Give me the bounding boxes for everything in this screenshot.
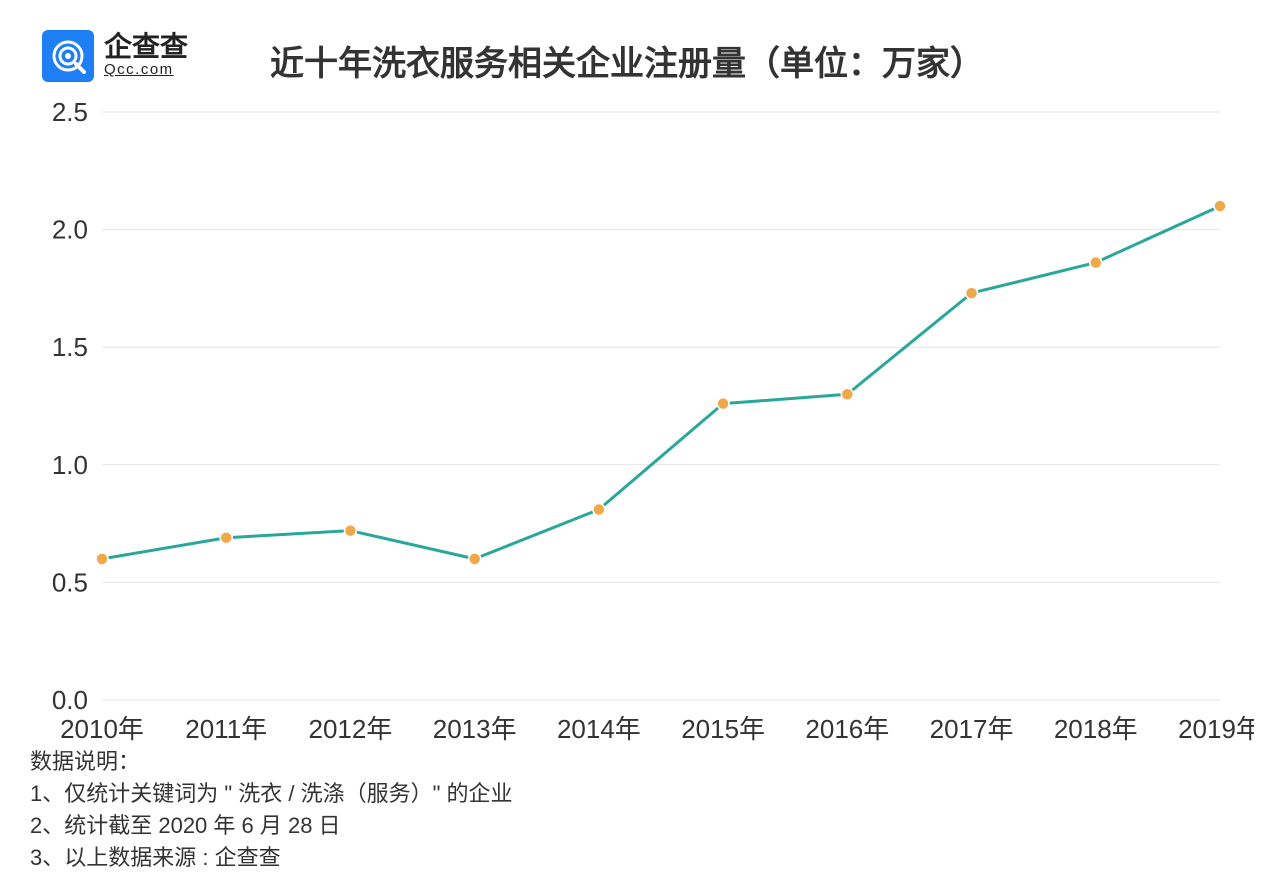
x-tick-label: 2014年 bbox=[557, 714, 641, 744]
data-point bbox=[717, 398, 729, 410]
x-tick-label: 2011年 bbox=[185, 714, 267, 744]
x-tick-label: 2013年 bbox=[433, 714, 517, 744]
data-point bbox=[1214, 200, 1226, 212]
logo-glyph-icon bbox=[50, 38, 86, 74]
notes-line-3: 3、以上数据来源 : 企查查 bbox=[30, 842, 513, 874]
notes-line-1: 1、仅统计关键词为 " 洗衣 / 洗涤（服务）" 的企业 bbox=[30, 778, 513, 810]
brand-logo: 企查查 Qcc.com bbox=[42, 26, 188, 86]
logo-mark bbox=[42, 30, 94, 82]
line-chart-svg: 0.0 0.5 1.0 1.5 2.0 2.5 2010年 2011年 2012年 2013年 20… bbox=[24, 90, 1254, 750]
logo-text: 企查查 Qcc.com bbox=[104, 33, 188, 79]
line-chart: 0.0 0.5 1.0 1.5 2.0 2.5 2010年 2011年 2012年 2013年 20… bbox=[24, 90, 1254, 750]
data-point bbox=[966, 287, 978, 299]
data-point bbox=[593, 503, 605, 515]
x-tick-label: 2016年 bbox=[805, 714, 889, 744]
x-tick-label: 2017年 bbox=[930, 714, 1014, 744]
y-tick-label: 1.0 bbox=[52, 450, 88, 480]
x-tick-label: 2015年 bbox=[681, 714, 765, 744]
logo-text-cn: 企查查 bbox=[104, 33, 188, 61]
y-tick-label: 2.0 bbox=[52, 215, 88, 245]
x-tick-label: 2012年 bbox=[309, 714, 393, 744]
data-point bbox=[344, 525, 356, 537]
x-tick-label: 2019年 bbox=[1178, 714, 1254, 744]
y-tick-label: 2.5 bbox=[52, 97, 88, 127]
notes-line-2: 2、统计截至 2020 年 6 月 28 日 bbox=[30, 810, 513, 842]
logo-text-en: Qcc.com bbox=[104, 61, 188, 79]
data-point bbox=[96, 553, 108, 565]
y-tick-label: 0.0 bbox=[52, 685, 88, 715]
x-tick-label: 2018年 bbox=[1054, 714, 1138, 744]
notes-heading: 数据说明： bbox=[30, 746, 513, 778]
data-point bbox=[220, 532, 232, 544]
notes: 数据说明： 1、仅统计关键词为 " 洗衣 / 洗涤（服务）" 的企业 2、统计截… bbox=[30, 746, 513, 874]
chart-title: 近十年洗衣服务相关企业注册量（单位：万家） bbox=[270, 36, 984, 85]
data-point bbox=[469, 553, 481, 565]
page: 企查查 Qcc.com 近十年洗衣服务相关企业注册量（单位：万家） 0.0 0.5… bbox=[0, 0, 1269, 880]
data-point bbox=[1090, 257, 1102, 269]
data-point bbox=[841, 388, 853, 400]
x-tick-label: 2010年 bbox=[60, 714, 144, 744]
y-tick-label: 1.5 bbox=[52, 332, 88, 362]
y-tick-label: 0.5 bbox=[52, 567, 88, 597]
